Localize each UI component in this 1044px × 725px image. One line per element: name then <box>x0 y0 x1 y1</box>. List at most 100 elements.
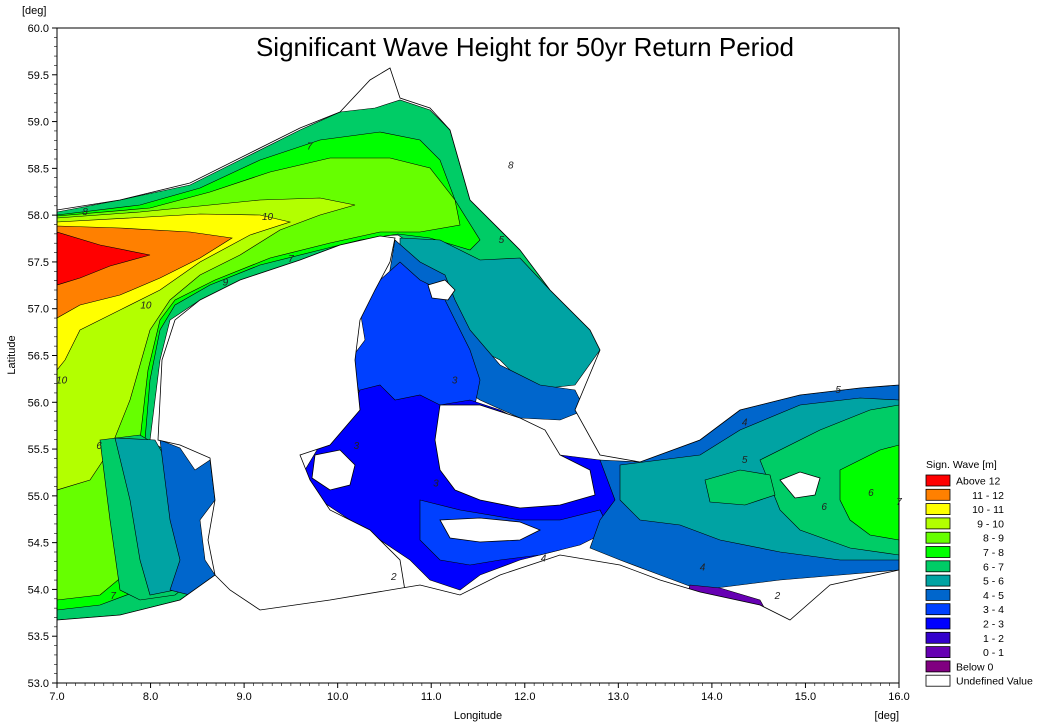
x-axis-label: Longitude <box>454 710 502 722</box>
legend-label: 11 - 12 <box>972 490 1004 502</box>
x-tick-label: 12.0 <box>514 691 535 703</box>
contour-label: 7 <box>896 497 902 508</box>
y-tick-label: 54.0 <box>28 584 49 596</box>
legend-title: Sign. Wave [m] <box>926 459 997 471</box>
y-tick-label: 56.0 <box>28 397 49 409</box>
contour-label: 3 <box>452 376 458 387</box>
legend-label: Below 0 <box>956 661 994 673</box>
y-tick-label: 58.5 <box>28 163 49 175</box>
y-tick-label: 53.0 <box>28 678 49 690</box>
legend-label: 3 - 4 <box>983 604 1004 616</box>
contour-label: 4 <box>700 563 706 574</box>
y-tick-label: 54.5 <box>28 538 49 550</box>
y-tick-label: 56.5 <box>28 351 49 363</box>
contour-label: 10 <box>56 376 68 387</box>
legend-swatch <box>925 488 951 501</box>
lolland-island <box>439 517 541 543</box>
legend-label: 7 - 8 <box>983 547 1004 559</box>
legend-swatch <box>925 646 951 658</box>
x-tick-label: 16.0 <box>888 691 909 703</box>
y-axis: 53.0 53.5 54.0 54.5 55.0 55.5 56.0 56.5 57.0 57.5… <box>28 23 57 690</box>
y-tick-label: 57.0 <box>28 304 49 316</box>
legend-swatch <box>925 674 951 687</box>
contour-label: 6 <box>821 502 827 513</box>
y-axis-label: Latitude <box>6 335 18 374</box>
y-tick-label: 55.5 <box>28 444 49 456</box>
contour-label: 5 <box>835 385 841 396</box>
x-tick-label: 10.0 <box>327 691 348 703</box>
legend-label: 8 - 9 <box>983 533 1004 545</box>
x-tick-label: 9.0 <box>236 691 251 703</box>
contour-label: 2 <box>774 591 781 602</box>
legend-swatch <box>925 631 951 644</box>
skagerrak-contour-12 <box>57 231 151 286</box>
germany-land <box>57 554 899 683</box>
baltic-contour-6-patch <box>704 469 776 506</box>
contour-label: 7 <box>307 142 313 153</box>
legend-label: Above 12 <box>956 476 1001 488</box>
contour-label: 7 <box>110 591 116 602</box>
contour-label: 10 <box>140 301 152 312</box>
legend-label: 6 - 7 <box>983 561 1004 573</box>
legend-label: 4 - 5 <box>983 590 1004 602</box>
contour-label: 3 <box>354 441 360 452</box>
funen-island <box>311 449 356 491</box>
y-tick-label: 59.5 <box>28 70 49 82</box>
legend-swatch <box>925 617 951 630</box>
legend-label: 5 - 6 <box>983 576 1004 588</box>
baltic-contour-7 <box>839 444 899 541</box>
legend-label: 2 - 3 <box>983 619 1004 631</box>
contour-label: 5 <box>499 235 505 246</box>
contour-label: 2 <box>390 572 397 583</box>
legend-label: Undefined Value <box>956 676 1033 688</box>
y-tick-label: 58.0 <box>28 210 49 222</box>
y-tick-label: 57.5 <box>28 257 49 269</box>
contour-label: 3 <box>433 479 439 490</box>
contour-label: 4 <box>541 553 547 564</box>
y-tick-label: 60.0 <box>28 23 49 35</box>
contour-labels: 10 10 10 9 8 8 7 7 7 6 6 6 5 5 5 4 4 4 3 3 3 2 2 7 <box>56 142 902 602</box>
legend-swatch <box>925 546 951 558</box>
legend-swatch <box>925 660 951 673</box>
x-tick-label: 15.0 <box>795 691 816 703</box>
anholt-island <box>427 279 456 301</box>
contour-label: 6 <box>96 441 102 452</box>
contour-label: 6 <box>868 488 874 499</box>
contour-label: 9 <box>223 277 229 288</box>
x-tick-label: 7.0 <box>49 691 64 703</box>
x-tick-label: 11.0 <box>421 691 442 703</box>
x-tick-label: 8.0 <box>143 691 158 703</box>
zealand-island <box>434 404 596 509</box>
y-tick-label: 55.0 <box>28 491 49 503</box>
norway-sweden-land <box>57 28 899 463</box>
legend-swatch <box>925 474 951 487</box>
bornholm-island <box>779 471 821 499</box>
y-axis-unit: [deg] <box>22 5 46 17</box>
contour-label: 8 <box>508 160 514 171</box>
legend-label: 9 - 10 <box>977 518 1004 530</box>
contour-label: 10 <box>262 212 274 223</box>
y-tick-label: 59.0 <box>28 117 49 129</box>
legend-swatch <box>925 574 951 587</box>
contour-label: 7 <box>288 254 294 265</box>
legend-swatch <box>925 603 951 616</box>
legend-swatch <box>925 589 951 601</box>
legend-swatch <box>925 560 951 573</box>
x-tick-label: 14.0 <box>701 691 722 703</box>
x-tick-label: 13.0 <box>608 691 629 703</box>
contour-label: 5 <box>742 455 748 466</box>
legend-swatch <box>925 531 951 544</box>
y-tick-label: 53.5 <box>28 631 49 643</box>
x-axis: 7.0 8.0 9.0 10.0 11.0 12.0 13.0 14.0 15.0 16.0 <box>49 683 910 703</box>
x-axis-unit: [deg] <box>875 710 899 722</box>
chart-title: Significant Wave Height for 50yr Return … <box>256 32 794 62</box>
legend-swatch <box>925 517 951 530</box>
german-bight-contour-4 <box>159 439 216 596</box>
contour-map <box>57 28 899 683</box>
legend-label: 10 - 11 <box>972 504 1004 516</box>
legend-label: 1 - 2 <box>983 633 1004 645</box>
legend-swatch <box>925 503 951 516</box>
legend: Sign. Wave [m] Above 12 11 - 12 10 - 11 9 -… <box>925 459 1033 688</box>
legend-label: 0 - 1 <box>983 647 1004 659</box>
